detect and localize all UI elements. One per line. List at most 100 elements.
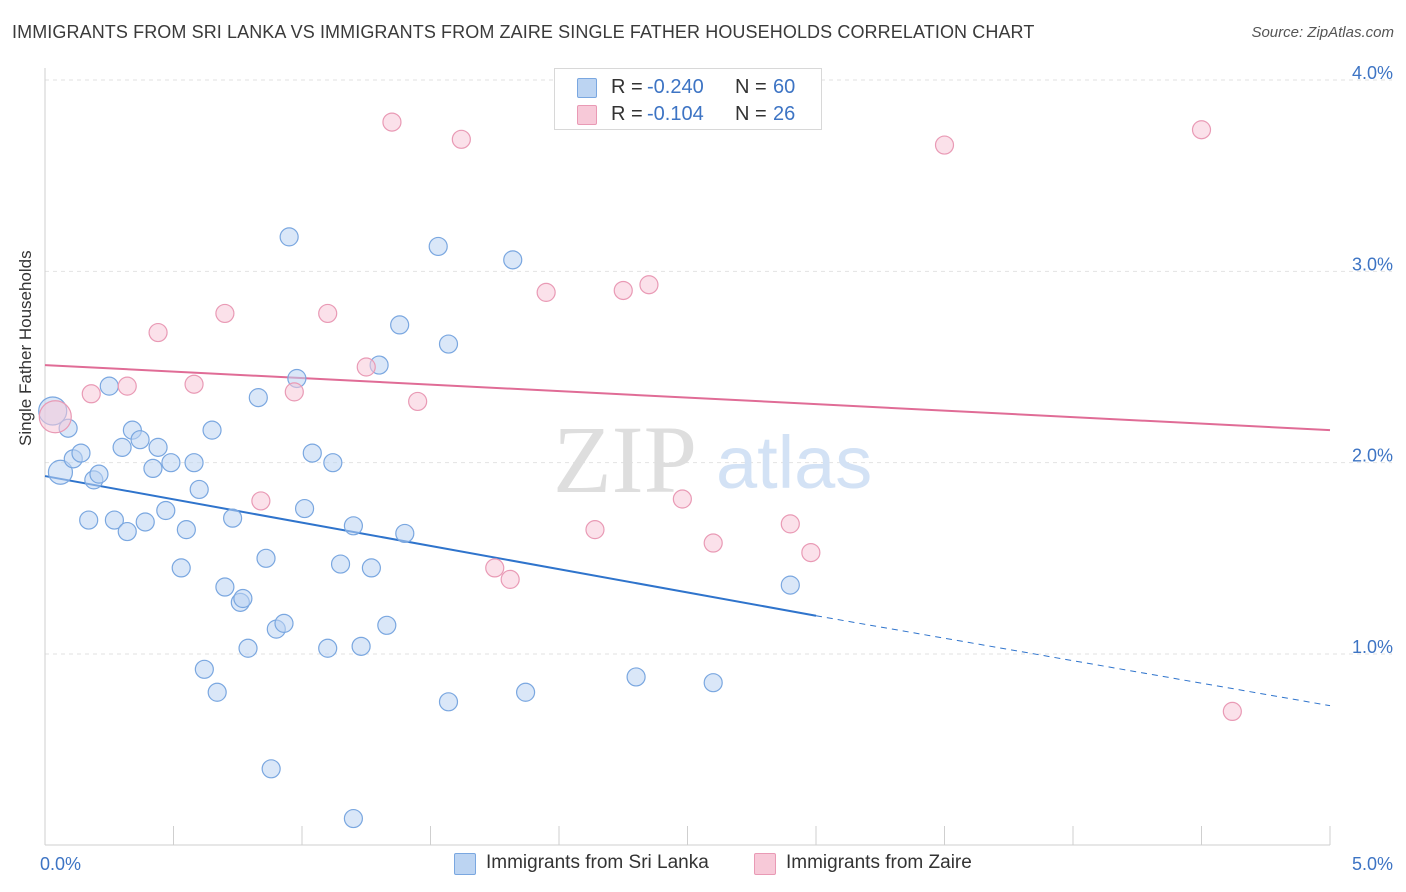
watermark: ZIP atlas: [553, 406, 872, 513]
immigrants-from-sri-lanka-point: [233, 588, 253, 609]
grid-lines: [45, 79, 1392, 655]
r-value: -0.240: [647, 76, 704, 98]
y-tick-label: 3.0%: [1352, 254, 1393, 274]
immigrants-from-zaire-point: [780, 514, 800, 534]
immigrants-from-sri-lanka-point: [248, 388, 268, 408]
n-value: 26: [773, 103, 796, 125]
y-tick-label: 2.0%: [1352, 446, 1393, 466]
immigrants-from-sri-lanka-point: [89, 464, 109, 484]
zaire-swatch: [577, 105, 597, 125]
immigrants-from-sri-lanka-point: [390, 315, 410, 335]
y-tick-label: 1.0%: [1352, 637, 1393, 657]
immigrants-from-sri-lanka-point: [703, 673, 723, 693]
immigrants-from-sri-lanka-point: [438, 692, 459, 712]
immigrants-from-sri-lanka-point: [223, 508, 243, 528]
immigrants-from-sri-lanka-point: [515, 682, 536, 702]
immigrants-from-sri-lanka-point: [156, 500, 176, 521]
n-label: N =: [735, 103, 767, 125]
immigrants-from-zaire-point: [934, 135, 955, 155]
immigrants-from-zaire-point: [117, 376, 137, 396]
n-label: N =: [735, 76, 767, 98]
immigrants-from-sri-lanka-point: [395, 523, 415, 544]
immigrants-from-zaire-point: [536, 282, 556, 302]
sri-lanka-swatch: [577, 78, 597, 98]
immigrants-from-zaire-point: [1222, 701, 1242, 722]
immigrants-from-sri-lanka-point: [361, 558, 381, 578]
immigrants-from-sri-lanka-point: [318, 638, 338, 658]
immigrants-from-sri-lanka-point: [238, 638, 258, 658]
immigrants-from-zaire-point: [801, 542, 821, 563]
immigrants-from-zaire-point: [318, 303, 338, 324]
immigrants-from-sri-lanka-point: [343, 516, 363, 536]
immigrants-from-sri-lanka-point: [343, 808, 363, 829]
immigrants-from-sri-lanka-point: [189, 479, 209, 500]
watermark-atlas: atlas: [716, 421, 872, 504]
immigrants-from-zaire-point: [356, 357, 376, 377]
watermark-zip: ZIP: [553, 406, 697, 513]
immigrants-from-sri-lanka-point: [626, 667, 646, 687]
immigrants-from-sri-lanka-point: [215, 577, 235, 597]
data-points: [38, 112, 1242, 829]
legend-label-sri-lanka: Immigrants from Sri Lanka: [486, 852, 709, 873]
immigrants-from-zaire-point: [38, 400, 72, 434]
immigrants-from-zaire-point: [382, 112, 402, 132]
y-axis-label: Single Father Households: [16, 250, 35, 446]
chart-title: IMMIGRANTS FROM SRI LANKA VS IMMIGRANTS …: [12, 22, 1035, 42]
immigrants-from-sri-lanka-trend-line: [44, 475, 817, 617]
immigrants-from-sri-lanka-point: [207, 682, 227, 702]
immigrants-from-sri-lanka-point: [47, 459, 74, 485]
immigrants-from-sri-lanka-point: [323, 453, 343, 473]
immigrants-from-sri-lanka-point: [99, 376, 119, 396]
immigrants-from-zaire-point: [215, 303, 235, 324]
trend-lines: [44, 364, 1331, 707]
immigrants-from-zaire-point: [408, 391, 428, 412]
immigrants-from-sri-lanka-point: [428, 236, 448, 257]
immigrants-from-sri-lanka-point: [279, 227, 299, 247]
immigrants-from-sri-lanka-point: [135, 512, 155, 532]
immigrants-from-sri-lanka-point: [438, 334, 459, 354]
immigrants-from-sri-lanka-point: [130, 430, 150, 450]
immigrants-from-zaire-point: [148, 322, 168, 343]
immigrants-from-zaire-point: [485, 558, 505, 578]
x-tick-label: 5.0%: [1352, 854, 1393, 874]
immigrants-from-sri-lanka-point: [184, 453, 204, 473]
series-legend: Immigrants from Sri Lanka Immigrants fro…: [0, 852, 1406, 878]
immigrants-from-sri-lanka-point: [302, 443, 322, 463]
r-label: R =: [611, 103, 643, 125]
n-value: 60: [773, 76, 796, 98]
r-label: R =: [611, 76, 643, 98]
immigrants-from-sri-lanka-point: [294, 498, 315, 519]
immigrants-from-sri-lanka-point: [176, 520, 196, 540]
immigrants-from-sri-lanka-point: [202, 420, 222, 440]
immigrants-from-sri-lanka-point: [261, 759, 281, 779]
immigrants-from-sri-lanka-point: [171, 558, 191, 578]
immigrants-from-sri-lanka-point: [143, 458, 163, 479]
immigrants-from-zaire-trend-line: [44, 364, 1331, 432]
immigrants-from-sri-lanka-point: [256, 548, 276, 568]
immigrants-from-zaire-point: [585, 520, 605, 540]
immigrants-from-sri-lanka-point: [330, 554, 351, 574]
immigrants-from-sri-lanka-point: [117, 521, 137, 542]
source-label: Source: ZipAtlas.com: [1251, 24, 1394, 41]
zaire-legend-swatch: [754, 853, 776, 875]
immigrants-from-zaire-point: [81, 384, 101, 404]
immigrants-from-sri-lanka-point: [71, 443, 91, 463]
immigrants-from-zaire-point: [451, 129, 471, 149]
immigrants-from-sri-lanka-point: [161, 453, 181, 473]
immigrants-from-sri-lanka-point: [79, 510, 99, 530]
axes: [44, 68, 1331, 846]
immigrants-from-sri-lanka-point: [351, 636, 371, 656]
r-value: -0.104: [647, 103, 704, 125]
immigrants-from-zaire-point: [639, 275, 659, 295]
immigrants-from-sri-lanka-point: [780, 575, 800, 595]
immigrants-from-sri-lanka-point: [194, 659, 214, 679]
immigrants-from-sri-lanka-trend-extension: [815, 615, 1331, 707]
immigrants-from-zaire-point: [251, 491, 271, 511]
immigrants-from-zaire-point: [184, 374, 204, 394]
immigrants-from-zaire-point: [613, 280, 633, 301]
immigrants-from-zaire-point: [500, 569, 520, 589]
sri-lanka-legend-swatch: [454, 853, 476, 875]
x-tick-label: 0.0%: [40, 854, 81, 874]
immigrants-from-sri-lanka-point: [274, 613, 294, 633]
